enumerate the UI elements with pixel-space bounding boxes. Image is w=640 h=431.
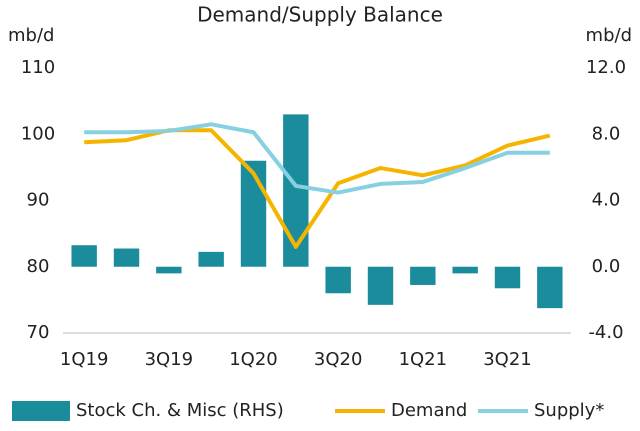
y2-tick-label: 8.0 [592, 123, 621, 144]
bar [283, 114, 309, 267]
y-tick-label: 80 [27, 256, 50, 277]
legend-label: Demand [391, 400, 467, 421]
bar [537, 266, 563, 309]
legend-label: Stock Ch. & Misc (RHS) [76, 400, 284, 421]
line [84, 122, 550, 195]
x-tick-label: 1Q21 [399, 349, 448, 370]
bar [325, 266, 351, 294]
y-tick-label: 100 [21, 123, 55, 144]
legend-swatch [12, 401, 70, 421]
bar [198, 251, 224, 267]
y2-tick-label: -4.0 [588, 322, 623, 343]
y2-tick-label: 4.0 [592, 190, 621, 211]
y-tick-label: 90 [27, 190, 50, 211]
bar [113, 248, 140, 267]
bar [452, 266, 478, 274]
bar [71, 245, 97, 267]
y-axis-label: mb/d [8, 25, 54, 46]
legend-label: Supply* [534, 400, 604, 421]
x-tick-label: 3Q20 [314, 349, 363, 370]
x-tick-label: 3Q19 [145, 349, 194, 370]
bar [367, 266, 394, 305]
x-tick-label: 1Q19 [60, 349, 109, 370]
chart-title: Demand/Supply Balance [197, 3, 443, 27]
bar [240, 160, 267, 267]
y-tick-label: 70 [27, 322, 50, 343]
x-tick-label: 3Q21 [483, 349, 532, 370]
bar [494, 266, 521, 289]
x-tick-label: 1Q20 [229, 349, 278, 370]
bar [410, 266, 436, 285]
y-tick-label: 110 [21, 57, 55, 78]
y2-axis-label: mb/d [586, 25, 632, 46]
y2-tick-label: 0.0 [592, 256, 621, 277]
bar [156, 266, 182, 274]
y2-tick-label: 12.0 [586, 57, 626, 78]
